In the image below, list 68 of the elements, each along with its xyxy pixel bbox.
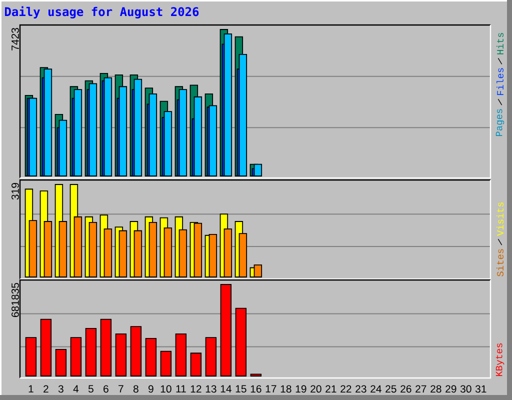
bar — [208, 234, 218, 278]
bar — [194, 222, 202, 278]
legend-label: Pages — [496, 109, 504, 136]
x-tick-label: 11 — [176, 385, 186, 392]
x-tick-label: 30 — [460, 385, 472, 393]
bar — [104, 77, 112, 176]
bar — [100, 318, 112, 376]
x-tick-label: 3 — [58, 385, 64, 393]
x-tick-label: 17 — [266, 385, 276, 392]
x-tick-label: 27 — [416, 385, 426, 393]
bar — [134, 78, 142, 176]
bar — [130, 326, 142, 376]
bar — [190, 352, 202, 376]
bar — [220, 284, 232, 376]
text: KBytes — [496, 343, 504, 376]
bar — [205, 337, 217, 376]
x-tick-label: 6 — [104, 385, 108, 393]
x-tick-label: 14 — [220, 385, 232, 392]
x-tick-label: 22 — [340, 385, 352, 393]
x-tick-label: 5 — [88, 385, 94, 393]
text: Hits — [496, 32, 504, 54]
x-tick-label: 10 — [160, 385, 172, 393]
x-tick-label: 29 — [446, 385, 456, 393]
x-tick-label: 24 — [370, 385, 382, 393]
legend-label: Files — [496, 68, 504, 95]
bar — [55, 349, 67, 376]
bar — [235, 308, 247, 376]
x-tick-label: 23 — [356, 385, 366, 393]
x-tick-label: 26 — [400, 385, 412, 393]
bar — [118, 230, 128, 278]
x-tick-label: 18 — [280, 385, 292, 393]
x-tick-label: 15 — [236, 385, 246, 393]
x-tick-label: 7 — [118, 385, 124, 392]
x-tick-label: 25 — [386, 385, 396, 393]
legend-label: Sites — [496, 249, 504, 276]
bar — [74, 89, 82, 176]
x-tick-label: 31 — [475, 385, 486, 393]
x-tick-label: 12 — [190, 385, 202, 393]
text: 681835 — [11, 282, 19, 318]
bar — [145, 338, 157, 376]
text: 319 — [11, 183, 19, 200]
x-tick-label: 1 — [28, 385, 34, 392]
bar — [85, 328, 97, 376]
bar — [254, 164, 262, 176]
bar — [88, 83, 98, 176]
x-tick-label: 20 — [310, 385, 322, 393]
bar — [25, 337, 37, 376]
bar — [160, 350, 172, 376]
bar — [40, 318, 52, 376]
bar — [224, 33, 232, 176]
bar — [115, 333, 127, 376]
bar — [254, 264, 262, 278]
bar — [44, 68, 52, 176]
bar — [70, 337, 82, 376]
text: 7423 — [11, 28, 19, 50]
x-tick-label: 4 — [73, 385, 79, 392]
chart-title: Daily usage for August 2026 — [5, 6, 199, 18]
x-tick-label: 28 — [430, 385, 442, 393]
x-tick-label: 16 — [250, 385, 262, 393]
x-tick-label: 9 — [148, 385, 154, 393]
x-tick-label: 19 — [296, 385, 306, 393]
x-tick-label: 21 — [326, 385, 336, 393]
x-tick-label: 8 — [133, 385, 138, 393]
bar — [178, 89, 188, 176]
text: Visits — [496, 202, 504, 236]
x-tick-label: 2 — [44, 385, 48, 393]
x-tick-label: 13 — [206, 385, 216, 393]
bar — [175, 333, 187, 376]
